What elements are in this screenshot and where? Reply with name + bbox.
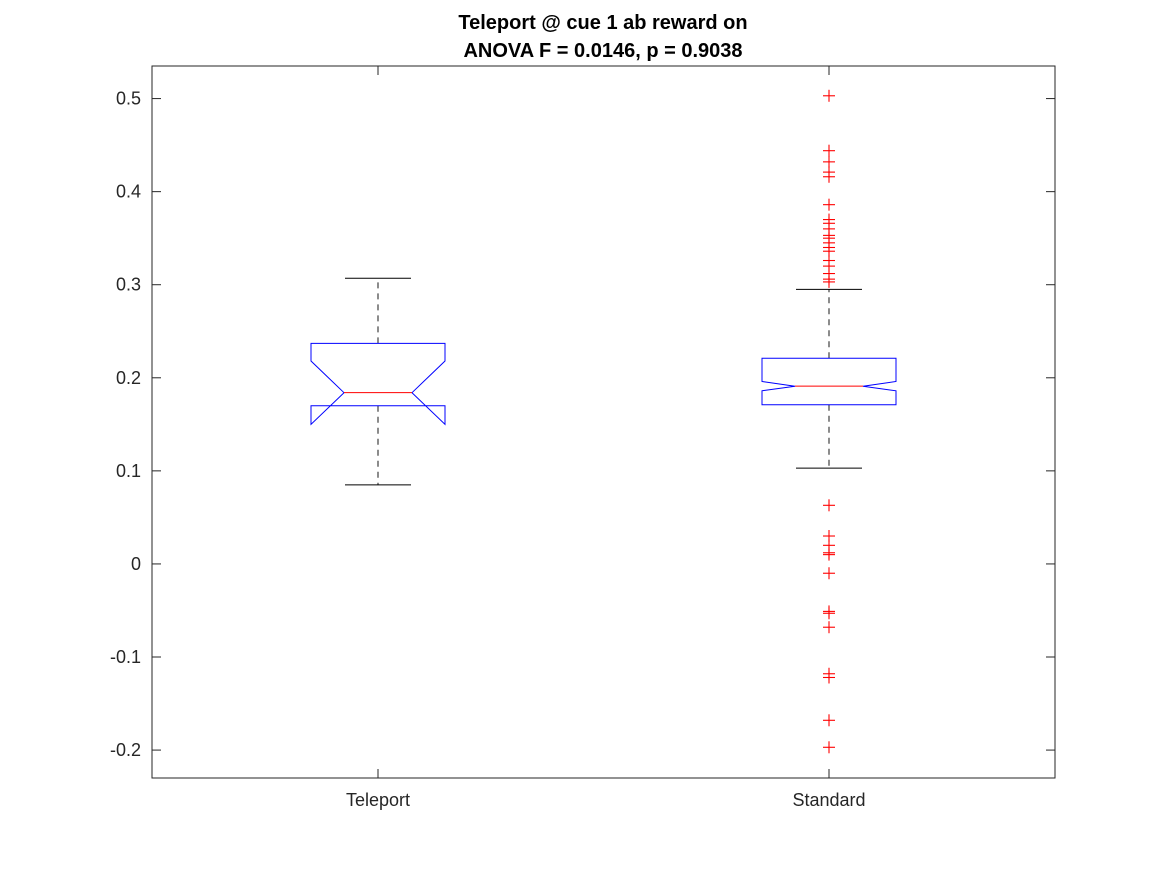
box-group-standard — [761, 89, 897, 754]
x-tick-label: Teleport — [346, 790, 410, 810]
outlier-marker — [823, 89, 835, 102]
outlier-marker — [823, 198, 835, 211]
chart-title-line-1: Teleport @ cue 1 ab reward on — [458, 12, 747, 34]
outlier-marker — [823, 144, 835, 157]
chart-title-line-2: ANOVA F = 0.0146, p = 0.9038 — [463, 40, 742, 62]
y-tick-label: 0.4 — [116, 182, 141, 202]
y-tick-label: 0.1 — [116, 461, 141, 481]
outlier-marker — [823, 567, 835, 580]
y-tick-label: 0 — [131, 554, 141, 574]
y-axis: -0.2 -0.1 0 0.1 0.2 0.3 0.4 0.5 — [110, 89, 1055, 760]
y-tick-label: 0.5 — [116, 89, 141, 109]
outlier-marker — [823, 607, 835, 620]
outlier-marker — [823, 155, 835, 168]
outlier-marker — [823, 671, 835, 684]
box-series — [310, 89, 897, 754]
y-tick-label: 0.2 — [116, 368, 141, 388]
outlier-marker — [823, 499, 835, 512]
outlier-marker — [823, 714, 835, 727]
box-group-teleport — [310, 277, 446, 486]
y-tick-label: 0.3 — [116, 275, 141, 295]
outlier-marker — [823, 548, 835, 561]
outlier-marker — [823, 621, 835, 634]
x-tick-label: Standard — [792, 790, 865, 810]
y-tick-label: -0.1 — [110, 647, 141, 667]
plot-area — [151, 65, 1056, 779]
outlier-marker — [823, 741, 835, 754]
notched-box — [310, 342, 446, 426]
outlier-marker — [823, 275, 835, 288]
outlier-marker — [823, 170, 835, 183]
x-axis: Teleport Standard — [346, 66, 866, 810]
y-tick-label: -0.2 — [110, 740, 141, 760]
notched-box — [761, 357, 897, 406]
